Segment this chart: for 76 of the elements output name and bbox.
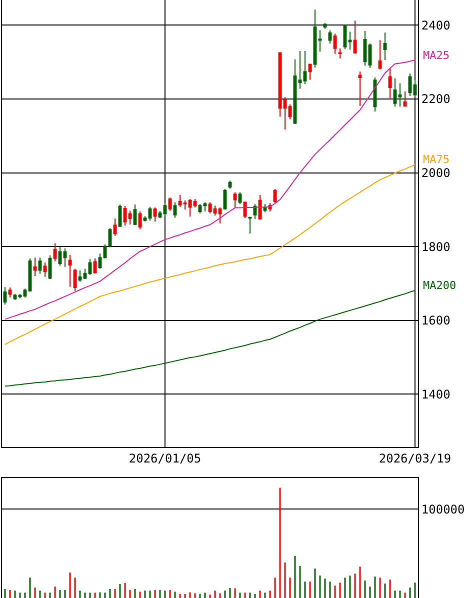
candlestick	[248, 216, 252, 234]
candlestick	[328, 30, 332, 44]
candlestick	[138, 211, 142, 230]
candlestick	[133, 204, 137, 226]
candlestick	[393, 78, 397, 108]
candlestick	[18, 293, 22, 299]
y-tick-label: 1400	[421, 387, 450, 402]
candlestick	[23, 288, 27, 298]
candlestick	[308, 64, 312, 80]
series-label: MA75	[423, 153, 450, 166]
candlestick	[78, 270, 82, 282]
candlestick	[88, 258, 92, 276]
candlestick	[293, 58, 297, 125]
candlestick	[3, 286, 7, 306]
candlestick	[43, 262, 47, 278]
series-label: MA200	[423, 279, 456, 292]
candlestick	[283, 96, 287, 130]
candlestick	[313, 9, 317, 68]
candlestick	[98, 253, 102, 270]
candlestick	[378, 40, 382, 70]
candlestick	[288, 104, 292, 120]
y-tick-label: 1800	[421, 240, 450, 254]
candlestick	[208, 202, 212, 214]
candlestick	[383, 32, 387, 61]
candlestick	[333, 33, 337, 54]
candlestick	[183, 200, 187, 210]
series-label: MA25	[423, 49, 450, 62]
candlestick	[188, 198, 192, 218]
candlestick	[73, 268, 77, 292]
candlestick	[203, 202, 207, 212]
candlestick	[318, 30, 322, 52]
candlestick	[68, 254, 72, 288]
y-tick-label: 100000	[421, 502, 465, 516]
y-tick-label: 1600	[421, 314, 450, 328]
candlestick	[173, 202, 177, 218]
candlestick	[398, 82, 402, 108]
candlestick	[218, 206, 222, 224]
line-series	[4, 164, 416, 345]
candlestick	[358, 71, 362, 106]
candlestick	[198, 204, 202, 214]
candlestick	[348, 31, 352, 50]
candlestick	[408, 72, 412, 96]
candlestick	[363, 30, 367, 66]
candlestick	[128, 210, 132, 225]
candlestick	[413, 79, 417, 98]
candlestick	[123, 205, 127, 226]
candlestick	[153, 206, 157, 222]
y-tick-label: 2000	[421, 166, 450, 180]
candlestick	[143, 216, 147, 222]
candlestick	[113, 218, 117, 236]
line-series	[4, 290, 416, 387]
candlestick	[338, 48, 342, 59]
candlestick	[178, 194, 182, 208]
line-series	[4, 60, 416, 320]
candlestick	[83, 268, 87, 280]
x-tick-label: 2026/01/05	[128, 451, 202, 466]
candlestick	[93, 258, 97, 274]
candlestick	[298, 50, 302, 90]
x-tick-label: 2026/03/19	[378, 451, 452, 466]
candlestick	[213, 205, 217, 216]
candlestick	[353, 20, 357, 54]
candlestick	[33, 257, 37, 277]
candlestick	[303, 50, 307, 85]
candlestick	[323, 22, 327, 30]
candlestick	[238, 192, 242, 205]
y-tick-label: 2400	[421, 18, 450, 32]
candlestick	[58, 246, 62, 266]
candlestick	[403, 91, 407, 106]
y-tick-label: 2200	[421, 92, 450, 106]
candlestick	[388, 68, 392, 100]
candlestick	[233, 192, 237, 208]
candlestick	[8, 287, 12, 298]
candlestick	[38, 257, 42, 274]
candlestick	[63, 248, 67, 268]
candlestick	[193, 198, 197, 208]
candlestick	[53, 242, 57, 262]
